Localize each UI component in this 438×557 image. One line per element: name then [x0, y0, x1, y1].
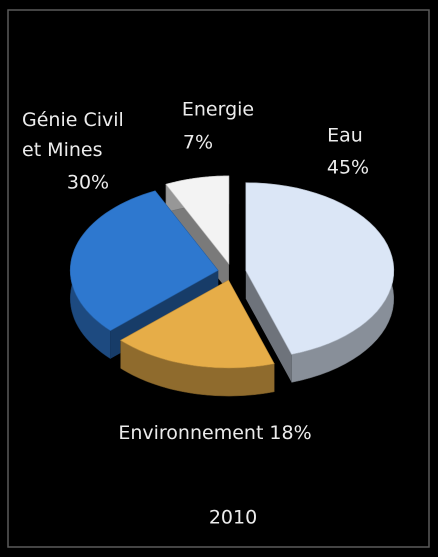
value-label: 18% — [269, 422, 311, 444]
slice-side — [245, 270, 292, 383]
value-label: 45% — [327, 157, 369, 179]
category-label: Eau — [327, 125, 363, 147]
slice — [69, 190, 219, 332]
slice — [120, 279, 275, 369]
slice — [165, 175, 230, 265]
category-label: Energie — [182, 99, 254, 121]
value-label: 7% — [183, 132, 213, 154]
category-label: Génie Civil et Mines — [22, 109, 124, 161]
frame — [7, 9, 430, 548]
value-label: 30% — [67, 172, 109, 194]
slice — [245, 182, 395, 355]
data-label: Environnement 18% — [118, 422, 311, 444]
pie — [69, 175, 395, 397]
category-label: Environnement — [118, 422, 263, 444]
chart-title: 2010 — [209, 507, 257, 529]
category-label-line: et Mines — [22, 139, 102, 161]
category-label-line: Génie Civil — [22, 109, 124, 131]
